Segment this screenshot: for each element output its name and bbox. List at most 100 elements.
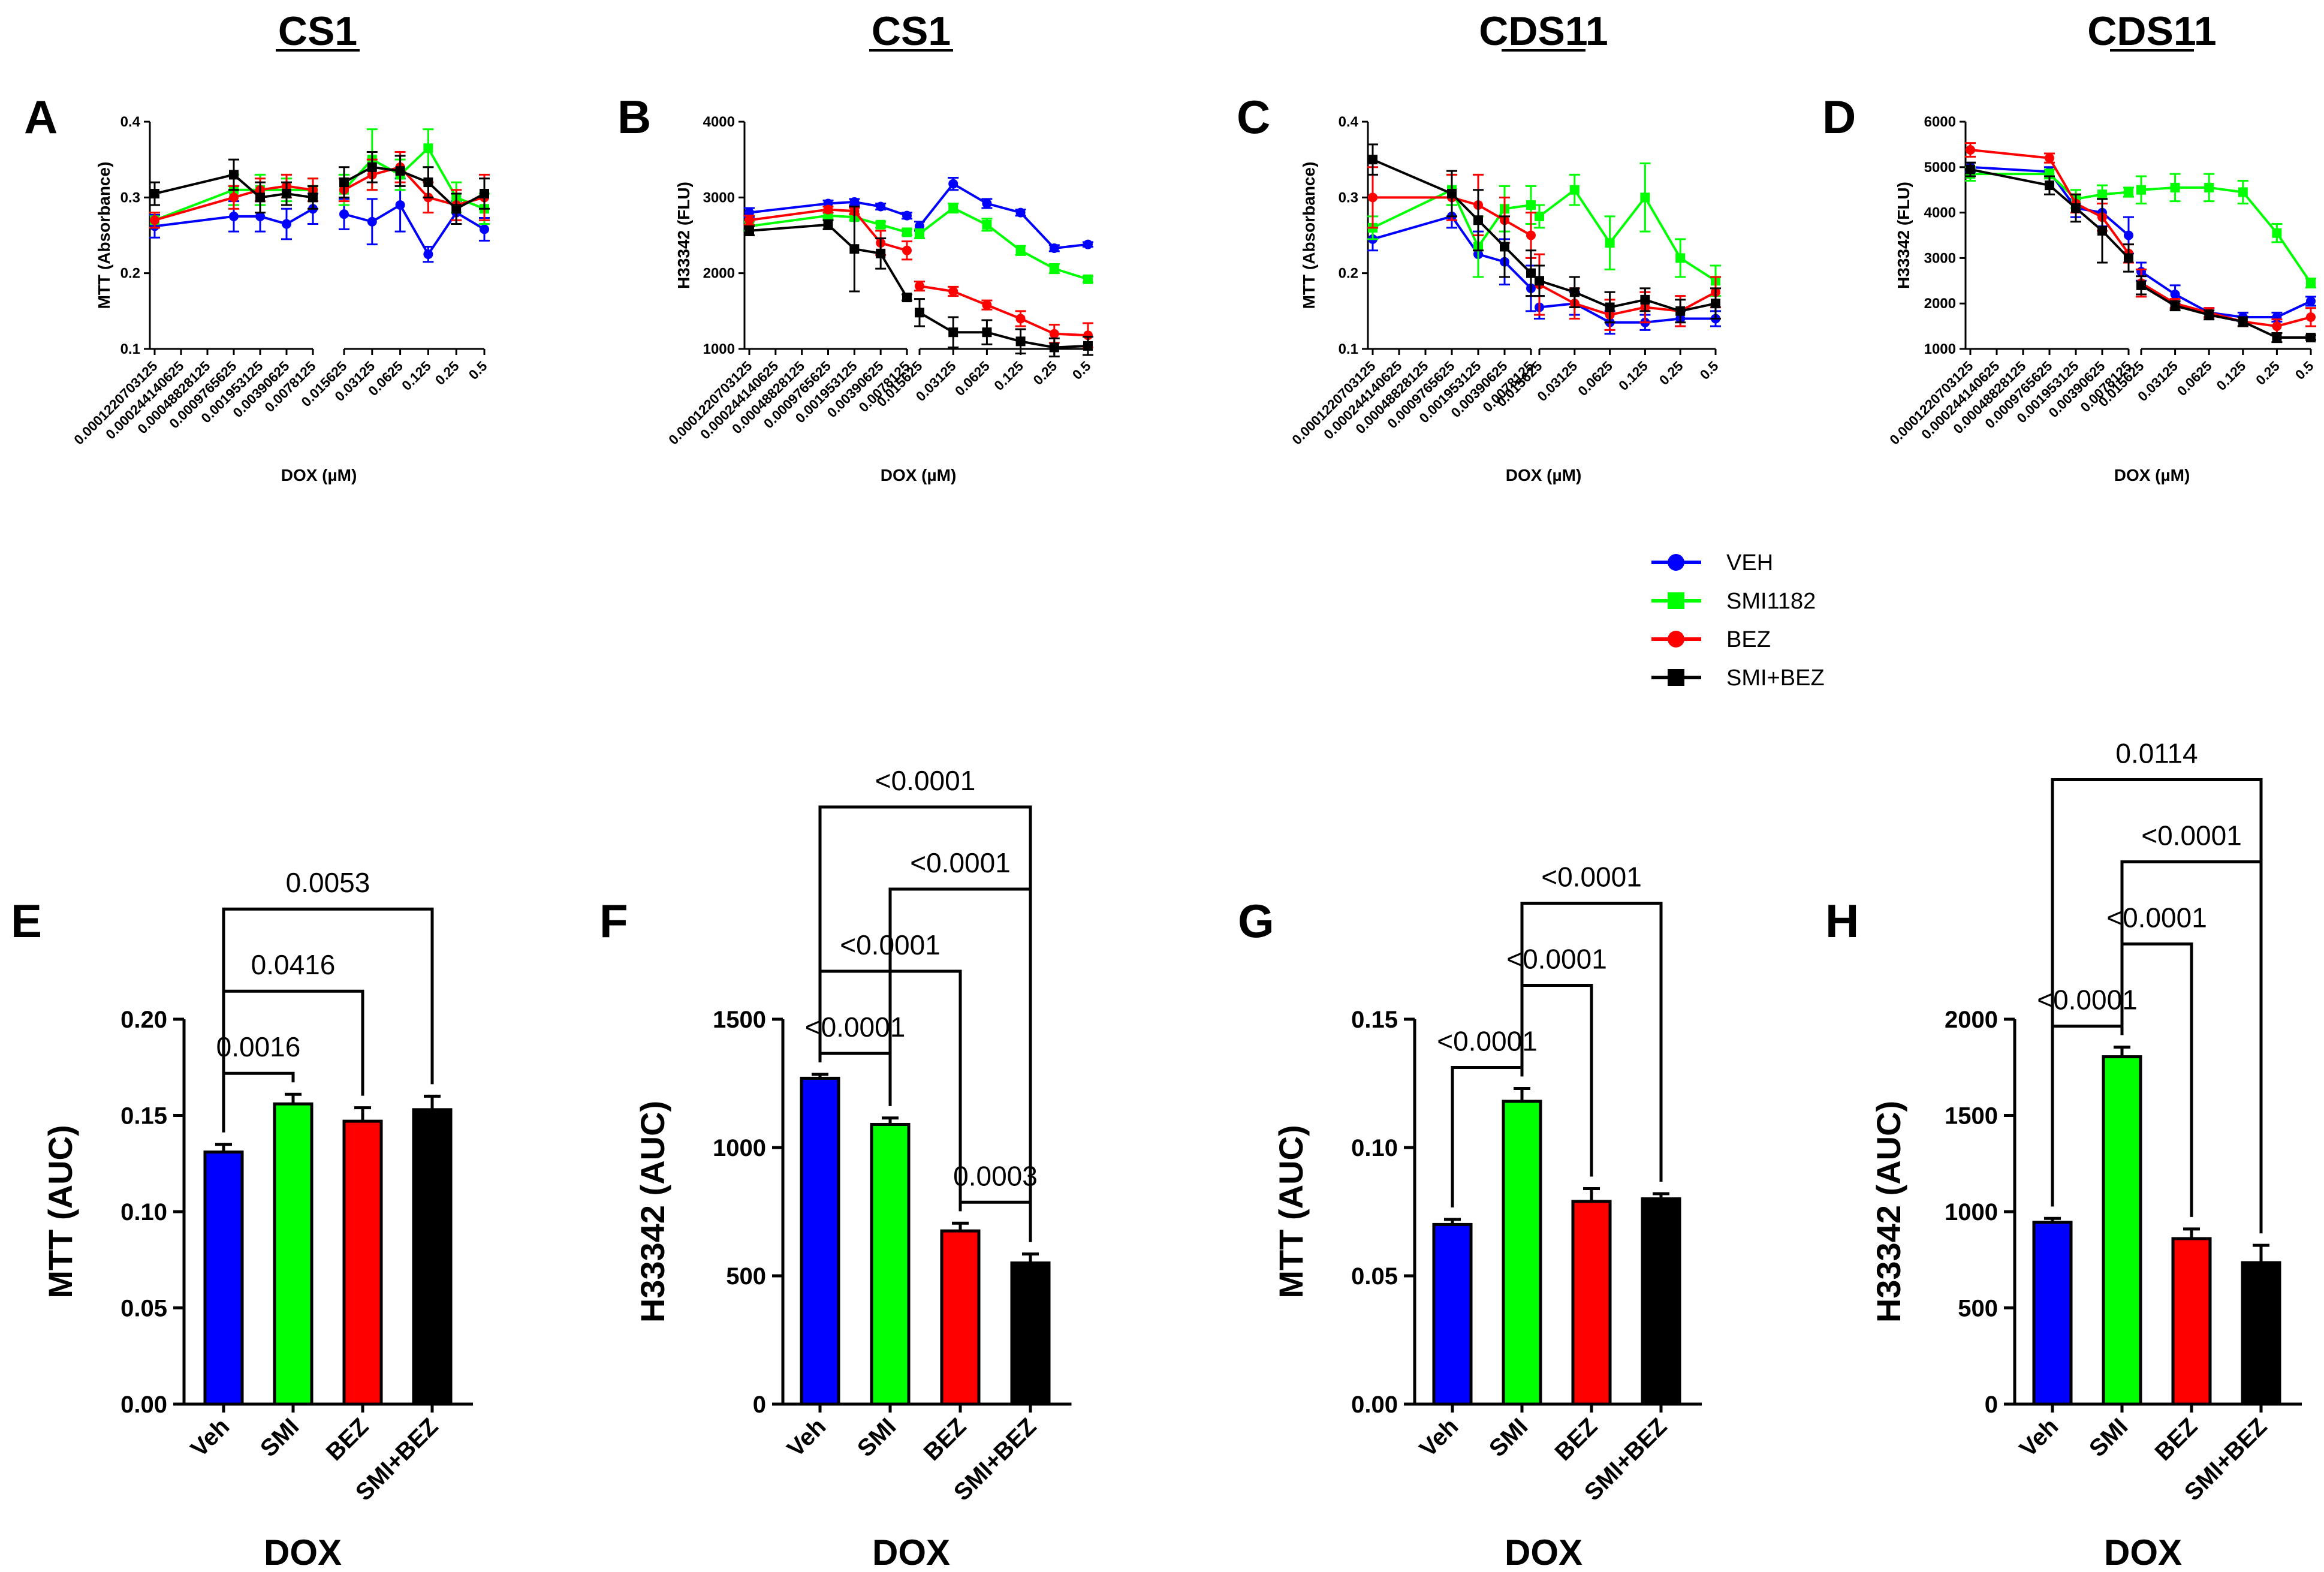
- y-tick-label: 0.10: [120, 1199, 167, 1225]
- y-tick-label: 4000: [1924, 205, 1956, 221]
- data-point-SMI+BEZ: [1447, 189, 1457, 199]
- data-point-BEZ: [744, 215, 754, 225]
- y-axis-label: H33342 (FLU): [674, 182, 693, 289]
- p-value-label: 0.0416: [251, 949, 336, 980]
- panel-label-B: B: [617, 91, 651, 143]
- data-point-BEZ: [948, 286, 958, 296]
- data-point-SMI+BEZ: [282, 189, 291, 199]
- data-point-SMI+BEZ: [308, 192, 318, 203]
- data-point-BEZ: [823, 204, 833, 215]
- data-point-SMI+BEZ: [1966, 164, 1975, 174]
- data-point-SMI+BEZ: [849, 244, 860, 254]
- panel-label-E: E: [11, 895, 42, 947]
- x-tick-label: 0.25: [1030, 358, 1060, 388]
- data-point-SMI+BEZ: [2204, 310, 2214, 320]
- bar-SMI: [2102, 1055, 2142, 1406]
- series-line-SMI+BEZ: [2140, 284, 2311, 339]
- data-point-SMI+BEZ: [744, 225, 754, 236]
- y-tick-label: 3000: [703, 189, 735, 206]
- x-axis-label: DOX (µM): [2114, 466, 2190, 484]
- series-line-VEH: [2140, 270, 2311, 318]
- bar-SMI+BEZ: [1010, 1261, 1051, 1406]
- x-tick-label: 0.125: [991, 358, 1026, 393]
- y-tick-label: 0.4: [120, 114, 141, 130]
- x-tick-label: Veh: [1415, 1413, 1463, 1462]
- data-point-SMI+BEZ: [1049, 342, 1059, 353]
- data-point-VEH: [1083, 239, 1093, 249]
- y-tick-label: 2000: [1924, 296, 1956, 312]
- data-point-SMI+BEZ: [1083, 341, 1093, 351]
- p-value-label: <0.0001: [1541, 862, 1642, 893]
- bar-Veh: [800, 1076, 840, 1406]
- y-tick-label: 0.3: [1339, 189, 1358, 206]
- panel-title-B: CS1: [872, 8, 951, 54]
- data-point-VEH: [395, 200, 405, 210]
- data-point-VEH: [339, 209, 349, 219]
- series-line-VEH: [918, 182, 1089, 250]
- x-tick-label: BEZ: [1550, 1413, 1603, 1466]
- y-tick-label: 0.00: [120, 1392, 167, 1418]
- data-point-BEZ: [1966, 144, 1975, 155]
- data-point-SMI1182: [423, 143, 433, 153]
- data-point-SMI+BEZ: [2306, 333, 2316, 343]
- data-point-SMI1182: [1569, 185, 1580, 195]
- x-tick-label: Veh: [2015, 1413, 2063, 1462]
- y-axis-label: H33342 (AUC): [634, 1101, 671, 1323]
- x-tick-label: 0.125: [1615, 358, 1651, 393]
- p-value-label: <0.0001: [805, 1011, 906, 1043]
- data-point-SMI+BEZ: [255, 192, 265, 203]
- data-point-SMI+BEZ: [2124, 253, 2133, 263]
- p-value-label: <0.0001: [910, 847, 1011, 878]
- data-point-SMI+BEZ: [2170, 300, 2180, 311]
- legend-marker-SMI+BEZ: [1668, 669, 1684, 686]
- x-tick-label: Veh: [782, 1413, 831, 1462]
- panel-label-F: F: [599, 895, 628, 947]
- bar-BEZ: [2171, 1237, 2212, 1406]
- data-point-VEH: [2124, 230, 2133, 240]
- y-axis-label: MTT (AUC): [41, 1125, 79, 1298]
- y-tick-label: 5000: [1924, 159, 1956, 176]
- p-value-label: <0.0001: [875, 765, 976, 796]
- data-point-SMI1182: [915, 228, 924, 239]
- x-tick-label: 0.25: [1656, 358, 1686, 388]
- data-point-SMI+BEZ: [982, 327, 992, 338]
- x-tick-label: 0.5: [2292, 358, 2317, 383]
- x-tick-label: 0.125: [2213, 358, 2248, 393]
- y-tick-label: 1000: [713, 1135, 766, 1161]
- data-point-VEH: [2306, 296, 2316, 306]
- y-axis-label: H33342 (FLU): [1894, 182, 1913, 289]
- y-tick-label: 500: [1958, 1296, 1998, 1322]
- bar-Veh: [1432, 1222, 1473, 1406]
- legend-label: VEH: [1726, 550, 1773, 576]
- y-tick-label: 4000: [703, 114, 735, 130]
- data-point-SMI+BEZ: [1675, 306, 1686, 316]
- series-line-SMI+BEZ: [1539, 279, 1716, 312]
- panel-label-H: H: [1825, 895, 1859, 947]
- x-tick-label: BEZ: [321, 1413, 374, 1466]
- data-point-VEH: [902, 210, 912, 221]
- data-point-SMI1182: [1526, 200, 1536, 210]
- x-tick-label: SMI: [255, 1413, 304, 1462]
- legend-marker-VEH: [1668, 554, 1684, 571]
- data-point-SMI+BEZ: [150, 189, 159, 199]
- data-point-SMI+BEZ: [2045, 180, 2054, 191]
- series-line-SMI1182: [1538, 188, 1717, 282]
- data-point-SMI1182: [1675, 253, 1686, 263]
- data-point-SMI+BEZ: [480, 189, 489, 199]
- x-tick-label: 0.125: [399, 358, 434, 393]
- data-point-SMI1182: [2238, 187, 2248, 197]
- x-axis-label: DOX (µM): [881, 466, 957, 484]
- panel-label-D: D: [1822, 91, 1856, 143]
- x-tick-label: 0.5: [1069, 358, 1094, 383]
- bar-SMI+BEZ: [412, 1108, 453, 1406]
- series-line-SMI1182: [2141, 186, 2312, 284]
- data-point-VEH: [876, 201, 886, 212]
- data-point-SMI+BEZ: [1605, 302, 1615, 312]
- data-point-SMI+BEZ: [1015, 336, 1026, 347]
- data-point-BEZ: [1526, 230, 1536, 240]
- y-axis-label: MTT (Absorbance): [95, 162, 113, 309]
- data-point-SMI+BEZ: [948, 327, 958, 338]
- y-tick-label: 0.20: [120, 1007, 167, 1033]
- series-line-VEH: [343, 203, 486, 257]
- data-point-VEH: [948, 179, 958, 189]
